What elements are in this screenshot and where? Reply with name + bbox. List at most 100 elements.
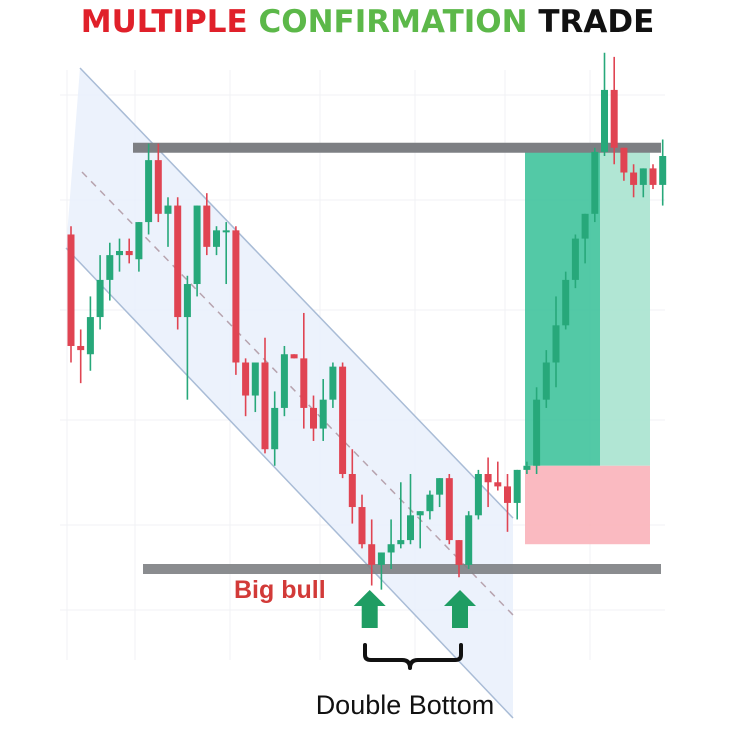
candle-body: [135, 222, 143, 260]
big-bull-label: Big bull: [234, 576, 326, 604]
support-level: [143, 564, 661, 574]
candle-body: [290, 354, 298, 359]
candle-body: [203, 205, 211, 247]
key-levels: [133, 142, 661, 574]
candles: [67, 52, 667, 590]
candle: [174, 197, 182, 330]
candle: [620, 147, 628, 181]
candle-body: [125, 250, 133, 256]
candle: [426, 490, 434, 520]
candle: [659, 139, 667, 206]
candle-body: [164, 205, 172, 214]
candle: [329, 362, 337, 408]
candle-body: [630, 172, 638, 185]
candle-body: [601, 89, 608, 152]
candle-body: [348, 474, 356, 508]
candle: [484, 457, 492, 508]
curly-brace-icon: [363, 643, 463, 670]
candle-body: [77, 345, 85, 351]
candle-body: [280, 354, 288, 408]
candle: [407, 474, 414, 545]
candle: [504, 474, 511, 532]
annotations: Big bull Double Bottom: [234, 576, 494, 720]
candle: [465, 511, 473, 569]
candle: [203, 193, 211, 256]
candle: [116, 238, 123, 272]
candle: [300, 312, 308, 429]
candle: [591, 147, 599, 223]
candle: [145, 143, 153, 235]
candle: [242, 358, 250, 417]
candle: [601, 52, 608, 156]
candle: [183, 275, 191, 400]
candle-body: [581, 213, 589, 239]
candle-body: [416, 511, 424, 516]
candle: [261, 337, 269, 454]
candle: [513, 469, 521, 520]
candle: [416, 511, 424, 549]
candle-body: [571, 238, 579, 280]
candle: [649, 164, 657, 190]
candle-body: [426, 494, 434, 512]
candle: [67, 226, 75, 363]
candle-body: [552, 325, 560, 363]
candle: [581, 213, 589, 264]
candle-body: [523, 465, 531, 470]
candle-body: [86, 317, 94, 355]
candle-body: [251, 362, 259, 396]
candle: [280, 345, 288, 417]
trade-zones: [525, 147, 650, 545]
candle: [445, 474, 453, 545]
title-multiple: MULTIPLE: [80, 4, 248, 40]
candle: [290, 354, 298, 359]
candle-body: [397, 540, 405, 545]
candle: [154, 143, 162, 223]
candle: [319, 379, 327, 441]
candle-body: [445, 478, 453, 541]
candle: [552, 296, 560, 388]
chart-title: MULTIPLE CONFIRMATION TRADE: [0, 2, 735, 42]
candle-body: [319, 399, 327, 429]
candle-body: [96, 279, 104, 318]
candle: [251, 362, 259, 413]
candle: [397, 482, 405, 549]
up-arrow-icon: [444, 590, 476, 628]
candle-body: [242, 362, 250, 396]
candle: [533, 387, 541, 475]
candle-body: [659, 156, 667, 185]
candle-body: [436, 478, 444, 495]
candle: [474, 469, 482, 520]
candle-body: [329, 366, 337, 400]
title-confirmation: CONFIRMATION: [258, 4, 528, 40]
candle: [368, 519, 376, 586]
resistance-level: [133, 142, 661, 153]
candle: [339, 362, 347, 479]
candle-body: [67, 234, 75, 346]
candle-body: [368, 544, 376, 565]
candle: [358, 494, 366, 549]
candle-body: [620, 147, 628, 173]
candle-body: [193, 205, 201, 285]
candle: [387, 519, 395, 569]
candle: [630, 164, 638, 198]
channel-lower-line: [65, 247, 514, 719]
candle-body: [106, 255, 114, 280]
candle-body: [591, 151, 599, 214]
candle: [193, 205, 201, 297]
candle-body: [222, 230, 230, 233]
candle-body: [455, 540, 463, 565]
candle: [86, 296, 94, 371]
candle: [571, 234, 579, 289]
candle-body: [310, 407, 317, 429]
stop-loss-zone: [525, 465, 650, 545]
candle: [455, 540, 463, 578]
candle: [77, 329, 85, 384]
candle: [106, 242, 114, 301]
candle-body: [271, 407, 279, 450]
candle-body: [562, 279, 570, 326]
candle-body: [407, 515, 414, 541]
candle: [610, 56, 618, 165]
candle-body: [154, 160, 162, 214]
candle-body: [513, 469, 521, 503]
